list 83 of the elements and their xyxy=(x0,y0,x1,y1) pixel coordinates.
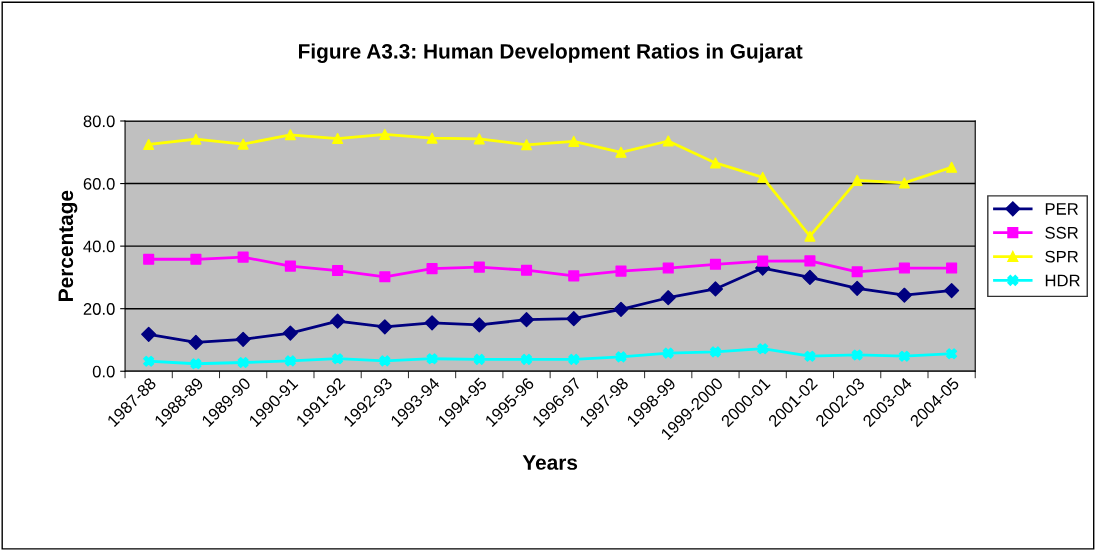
legend-label: SSR xyxy=(1045,226,1078,239)
point xyxy=(520,139,533,151)
point xyxy=(143,355,155,367)
point xyxy=(520,353,533,365)
point xyxy=(568,270,580,282)
point xyxy=(802,269,818,285)
point xyxy=(330,313,346,329)
point xyxy=(426,132,438,144)
point xyxy=(613,301,629,317)
point xyxy=(282,325,298,341)
legend-label: HDR xyxy=(1045,274,1080,287)
point xyxy=(237,356,249,369)
point xyxy=(190,253,202,265)
point xyxy=(944,282,960,299)
point xyxy=(141,326,157,342)
point xyxy=(284,129,296,141)
point xyxy=(662,262,674,274)
point xyxy=(235,331,251,347)
point xyxy=(851,174,863,186)
point xyxy=(188,334,204,351)
point xyxy=(946,161,958,173)
point xyxy=(804,230,816,242)
point xyxy=(568,135,580,147)
point xyxy=(804,255,816,267)
point xyxy=(237,251,249,263)
y-tick-label: 60.0 xyxy=(83,177,115,190)
point xyxy=(190,133,202,145)
point xyxy=(898,350,910,362)
point xyxy=(332,264,344,277)
point xyxy=(757,171,769,183)
x-axis-title: Years xyxy=(522,455,578,470)
point xyxy=(757,343,769,355)
point xyxy=(379,271,391,283)
point xyxy=(709,258,722,270)
point xyxy=(757,255,769,267)
y-tick-label: 20.0 xyxy=(83,303,115,315)
point xyxy=(707,281,724,297)
point xyxy=(615,146,627,158)
point xyxy=(473,353,485,365)
y-tick-label: 40.0 xyxy=(83,240,115,253)
point xyxy=(898,262,910,274)
point xyxy=(568,353,580,365)
point xyxy=(426,263,438,275)
point xyxy=(379,355,391,367)
point xyxy=(660,290,676,306)
point xyxy=(518,312,535,328)
point xyxy=(424,315,440,331)
point xyxy=(237,138,249,150)
point xyxy=(473,261,485,273)
point xyxy=(662,135,674,147)
point xyxy=(709,346,722,358)
y-tick-label: 0.0 xyxy=(92,365,115,378)
legend-label: PER xyxy=(1045,203,1078,215)
point xyxy=(946,262,958,274)
point xyxy=(284,355,296,367)
point xyxy=(426,353,438,365)
point xyxy=(615,265,627,277)
point xyxy=(143,253,155,265)
point xyxy=(332,132,344,145)
point xyxy=(709,157,722,169)
point xyxy=(851,266,863,278)
point xyxy=(946,348,958,360)
point xyxy=(143,138,155,151)
point xyxy=(804,350,816,362)
point xyxy=(898,177,910,189)
legend-label: SPR xyxy=(1045,250,1078,263)
y-axis-title: Percentage xyxy=(58,190,78,301)
point xyxy=(896,287,912,303)
chart-title: Figure A3.3: Human Development Ratios in Gujarat xyxy=(299,43,803,63)
point xyxy=(471,317,487,333)
point xyxy=(849,280,865,296)
point xyxy=(377,319,393,335)
point xyxy=(662,347,674,359)
point xyxy=(332,353,344,365)
point xyxy=(615,351,627,363)
y-tick-label: 80.0 xyxy=(83,115,115,128)
point xyxy=(379,128,391,141)
point xyxy=(284,260,296,272)
point xyxy=(190,358,202,370)
point xyxy=(520,264,533,276)
point xyxy=(851,349,863,361)
point xyxy=(473,133,485,145)
point xyxy=(566,311,582,327)
